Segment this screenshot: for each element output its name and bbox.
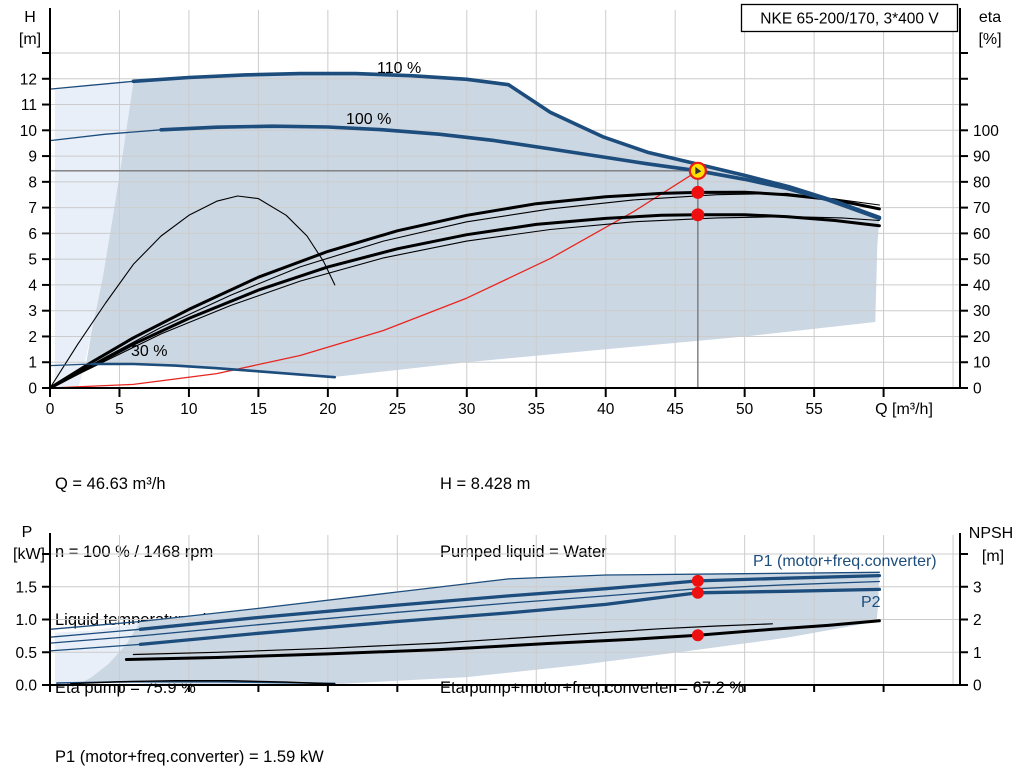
left-tick-label: 5: [28, 252, 37, 269]
curve-qh-100pct: [159, 124, 882, 221]
p2-point-marker: [691, 586, 704, 599]
left-axis-title: H: [24, 9, 36, 26]
left-tick-label: 7: [28, 200, 37, 217]
x-tick-label: 5: [115, 401, 124, 418]
right-axis-unit: [%]: [978, 31, 1001, 48]
label-30-percent: 30 %: [131, 343, 167, 360]
p1-point-marker: [691, 574, 704, 587]
info-line-liquid: Pumped liquid = Water: [440, 542, 607, 561]
left-tick-label: 0.5: [15, 645, 37, 662]
x-tick-label: 45: [667, 401, 684, 418]
left-tick-label: 2: [28, 329, 37, 346]
left-tick-label: 8: [28, 174, 37, 191]
info-line-eta-total: Eta pump+motor+freq.converter = 67.2 %: [440, 678, 745, 697]
curve-npsh-30pct: [70, 679, 336, 685]
right-tick-label: 60: [973, 226, 991, 243]
info-line-speed: n = 100 % / 1468 rpm: [55, 542, 214, 561]
pump-title-text: NKE 65-200/170, 3*400 V: [760, 11, 939, 28]
left-tick-label: 0.0: [15, 678, 37, 695]
label-p1: P1 (motor+freq.converter): [753, 553, 937, 570]
result-values: P1 (motor+freq.converter) = 1.59 kW P2 =…: [55, 701, 324, 781]
left-tick-label: 3: [28, 303, 37, 320]
x-tick-label: 55: [805, 401, 822, 418]
label-110-percent: 110 %: [377, 60, 421, 77]
right-tick-label: 40: [973, 277, 991, 294]
x-tick-label: 50: [736, 401, 754, 418]
right-tick-label: 10: [973, 355, 991, 372]
right-tick-label: 0: [973, 678, 982, 695]
right-tick-label: 70: [973, 200, 991, 217]
result-line-p1: P1 (motor+freq.converter) = 1.59 kW: [55, 748, 324, 767]
curve-qh-110pct: [131, 71, 882, 220]
eta-total-point-marker: [691, 208, 705, 222]
right-tick-label: 1: [973, 645, 982, 662]
info-line-q: Q = 46.63 m³/h: [55, 475, 166, 494]
curve-qh-30pct: [90, 362, 337, 379]
curve-eta-pump-30pct: [49, 195, 336, 389]
left-tick-label: 1.5: [15, 579, 37, 596]
left-tick-label: 10: [20, 123, 38, 140]
x-axis-title: Q [m³/h]: [875, 401, 933, 418]
left-tick-label: 1: [28, 355, 37, 372]
curve-system-curve: [49, 170, 699, 389]
left-tick-label: 6: [28, 226, 37, 243]
x-tick-label: 0: [46, 401, 55, 418]
left-tick-label: 4: [28, 277, 37, 294]
right-tick-label: 0: [973, 381, 982, 398]
left-tick-label: 0: [28, 381, 37, 398]
left-axis-title: P: [22, 525, 33, 541]
right-tick-label: 90: [973, 149, 991, 166]
label-100-percent: 100 %: [346, 111, 391, 128]
left-tick-label: 1.0: [15, 612, 37, 629]
duty-point-cursor-icon: [695, 166, 702, 175]
right-tick-label: 3: [973, 579, 982, 596]
curve-p1-110pct: [49, 571, 881, 630]
right-tick-label: 80: [973, 174, 991, 191]
curve-p2-110pct: [49, 580, 881, 644]
right-axis-title: NPSH: [969, 525, 1013, 542]
curve-eta-total-100pct: [48, 213, 881, 390]
right-axis-title: eta: [979, 9, 1001, 26]
npsh-point-marker: [691, 629, 704, 642]
curve-npsh-110pct: [132, 623, 774, 656]
pump-title-box: [740, 3, 959, 33]
left-tick-label: 9: [28, 149, 37, 166]
x-tick-label: 15: [250, 401, 267, 418]
left-axis-unit: [m]: [19, 31, 41, 48]
curve-p2-100pct: [138, 587, 882, 647]
right-tick-label: 100: [973, 123, 999, 140]
power-npsh-chart: 0.0 0.5 1.0 1.5 0 1 2 3 P [kW] NPSH [m] P1 (motor+fr…: [13, 525, 1013, 695]
right-axis-unit: [m]: [982, 548, 1004, 565]
left-axis-unit: [kW]: [13, 546, 45, 563]
label-p2: P2: [861, 594, 881, 611]
x-tick-label: 25: [389, 401, 406, 418]
x-tick-label: 30: [458, 401, 476, 418]
x-tick-label: 10: [180, 401, 198, 418]
region-power-envelope: [83, 572, 880, 684]
x-tick-label: 40: [597, 401, 615, 418]
left-tick-label: 12: [20, 71, 37, 88]
right-tick-label: 2: [973, 612, 982, 629]
right-tick-label: 50: [973, 252, 991, 269]
right-tick-label: 20: [973, 329, 991, 346]
region-operating-envelope: [86, 73, 880, 377]
eta-pump-point-marker: [691, 185, 705, 199]
info-line-head: H = 8.428 m: [440, 475, 531, 494]
curve-npsh-100pct: [124, 619, 881, 661]
curve-eta-pump-100pct: [48, 190, 881, 390]
x-tick-label: 20: [319, 401, 337, 418]
left-tick-label: 11: [21, 97, 37, 114]
curve-p1-100pct: [138, 573, 882, 631]
x-tick-label: 35: [528, 401, 545, 418]
right-tick-label: 30: [973, 303, 991, 320]
